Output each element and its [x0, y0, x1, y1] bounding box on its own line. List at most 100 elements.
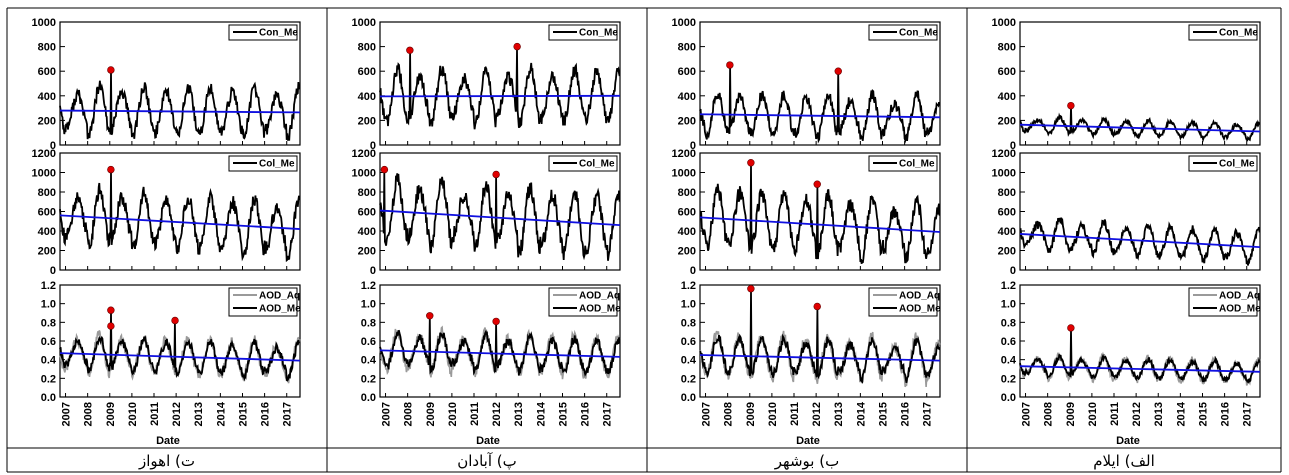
x-tick-label: 2016 — [260, 402, 272, 426]
x-tick-label: 2010 — [1087, 402, 1099, 426]
panel-caption: الف) ایلام — [1093, 452, 1154, 470]
trend-line — [379, 349, 621, 358]
x-tick-label: 2008 — [723, 402, 735, 426]
x-tick-label: 2014 — [535, 401, 547, 426]
y-tick-label: 1.0 — [361, 299, 376, 311]
subplot-col: 0 200 400 600 800 1000 1200 Col_Me — [32, 148, 301, 277]
x-tick-label: 2007 — [1021, 402, 1033, 426]
legend-label: Con_Me — [1219, 28, 1258, 39]
x-tick-label: 2009 — [745, 402, 757, 426]
y-tick-label: 1200 — [352, 148, 376, 160]
subplot-con: 0 200 400 600 800 1000 Con_Me — [32, 17, 301, 152]
legend-box — [868, 155, 938, 172]
trend-line — [59, 352, 301, 362]
y-tick-label: 0 — [690, 140, 696, 152]
y-tick-label: 0 — [1010, 140, 1016, 152]
plot-box — [59, 21, 301, 146]
y-tick-label: 400 — [998, 91, 1016, 103]
y-tick-label: 0.8 — [41, 317, 56, 329]
outlier-point — [834, 67, 842, 75]
subplot-con: 0 200 400 600 800 1000 Con_Me — [352, 17, 621, 152]
col-me-series — [59, 172, 301, 263]
figure-frame — [6, 7, 1282, 473]
legend-box — [228, 287, 298, 317]
y-tick-label: 600 — [38, 66, 56, 78]
y-tick-label: 600 — [38, 207, 56, 219]
y-tick-label: 400 — [358, 91, 376, 103]
chart-panels: 0 200 400 600 800 1000 Con_Me 0 200 400 600 800 1000… — [32, 17, 1262, 447]
legend-label: Con_Me — [259, 28, 298, 39]
subplot-col: 0 200 400 600 800 1000 1200 Col_Me — [672, 148, 941, 277]
y-tick-label: 0 — [1010, 265, 1016, 277]
x-tick-label: 2015 — [557, 402, 569, 426]
x-tick-label: 2017 — [602, 402, 614, 426]
legend-label: AOD_Aq — [1219, 291, 1260, 302]
legend-label: Con_Me — [899, 28, 938, 39]
x-tick-label: 2017 — [922, 402, 934, 426]
col-me-series — [379, 172, 621, 261]
x-tick-label: 2017 — [1242, 402, 1254, 426]
x-tick-label: 2012 — [171, 402, 183, 426]
y-tick-label: 0.2 — [681, 373, 696, 385]
x-tick-label: 2011 — [1109, 402, 1121, 426]
y-tick-label: 600 — [998, 66, 1016, 78]
y-tick-label: 0.4 — [681, 355, 697, 367]
y-tick-label: 0.4 — [361, 355, 377, 367]
outlier-point — [726, 61, 734, 69]
y-tick-label: 200 — [38, 246, 56, 258]
aod-me-series — [1019, 329, 1261, 384]
y-tick-label: 600 — [678, 207, 696, 219]
trend-line — [1019, 233, 1261, 248]
x-tick-label: 2009 — [1065, 402, 1077, 426]
x-tick-label: 2013 — [193, 402, 205, 426]
x-axis-label: Date — [476, 435, 500, 447]
x-tick-label: 2011 — [789, 402, 801, 426]
y-tick-label: 400 — [678, 226, 696, 238]
x-tick-label: 2011 — [469, 402, 481, 426]
trend-line — [1019, 365, 1261, 373]
y-tick-label: 1.2 — [681, 280, 696, 292]
y-tick-label: 0.0 — [361, 392, 376, 404]
y-tick-label: 200 — [678, 246, 696, 258]
y-tick-label: 0.4 — [1001, 355, 1017, 367]
y-tick-label: 800 — [678, 42, 696, 54]
y-tick-label: 0.6 — [681, 336, 696, 348]
legend-box — [868, 287, 938, 317]
y-tick-label: 200 — [38, 115, 56, 127]
x-axis-label: Date — [1116, 435, 1140, 447]
y-tick-label: 200 — [998, 115, 1016, 127]
legend-label: AOD_Aq — [579, 291, 620, 302]
y-tick-label: 800 — [358, 187, 376, 199]
caption-row: ت) اهواز پ) آبادان ب) بوشهر الف) ایلام — [138, 452, 1155, 470]
y-tick-label: 400 — [38, 226, 56, 238]
x-tick-label: 2016 — [580, 402, 592, 426]
x-tick-label: 2016 — [900, 402, 912, 426]
x-tick-label: 2008 — [1043, 402, 1055, 426]
con-me-series — [699, 67, 941, 144]
legend-label: Col_Me — [899, 159, 935, 170]
y-tick-label: 1000 — [672, 168, 696, 180]
y-tick-label: 1200 — [32, 148, 56, 160]
y-tick-label: 0.6 — [361, 336, 376, 348]
legend-label: AOD_Aq — [899, 291, 940, 302]
x-axis-label: Date — [796, 435, 820, 447]
x-tick-label: 2010 — [447, 402, 459, 426]
subplot-aod: 0.0 0.2 0.4 0.6 0.8 1.0 1.2 AOD_Aq AOD_Me — [41, 280, 301, 404]
y-tick-label: 1.2 — [41, 280, 56, 292]
y-tick-label: 1000 — [992, 168, 1016, 180]
y-tick-label: 0.6 — [41, 336, 56, 348]
outlier-point — [406, 46, 414, 54]
y-tick-label: 0.4 — [41, 355, 57, 367]
legend-label: AOD_Aq — [259, 291, 300, 302]
y-tick-label: 1000 — [32, 17, 56, 29]
outlier-point — [747, 285, 755, 293]
legend-label: Col_Me — [259, 159, 295, 170]
x-tick-label: 2016 — [1220, 402, 1232, 426]
subplot-con: 0 200 400 600 800 1000 Con_Me — [672, 17, 941, 152]
y-tick-label: 600 — [358, 66, 376, 78]
legend-box — [228, 155, 298, 172]
trend-line — [699, 354, 941, 362]
legend-box — [1188, 155, 1258, 172]
panel-caption: ب) بوشهر — [774, 452, 839, 470]
